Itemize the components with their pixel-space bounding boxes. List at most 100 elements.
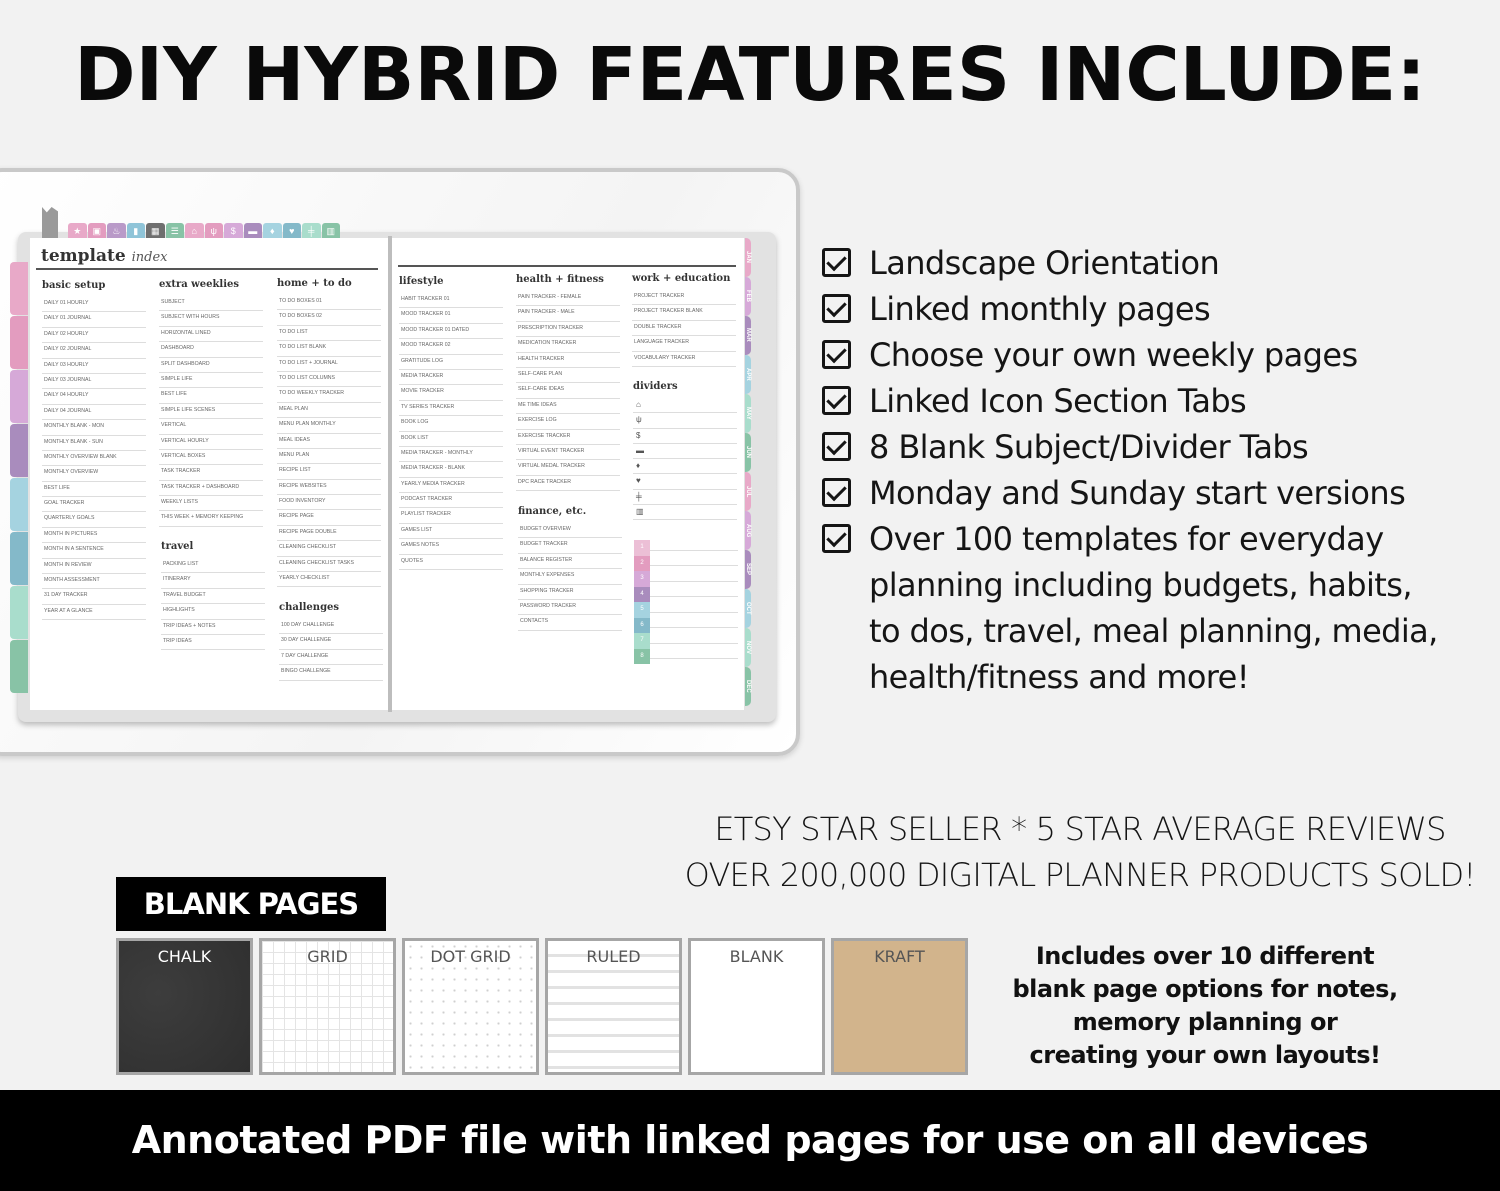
- numbered-divider-link[interactable]: 1: [634, 535, 738, 556]
- numbered-divider-link[interactable]: 6: [634, 613, 738, 633]
- tab-grid[interactable]: ▦: [146, 223, 165, 239]
- month-tab-nov[interactable]: NOV: [745, 628, 751, 667]
- template-link[interactable]: Media Tracker: [399, 370, 503, 386]
- template-link[interactable]: 100 Day Challenge: [279, 619, 383, 635]
- tab-dollar[interactable]: $: [224, 223, 243, 239]
- numbered-divider-link[interactable]: 8: [634, 644, 738, 664]
- divider-link[interactable]: ♦: [633, 459, 737, 475]
- tab-heart[interactable]: ♥: [282, 223, 301, 239]
- template-link[interactable]: This Week + Memory Keeping: [159, 511, 263, 527]
- template-link[interactable]: Month Assessment: [42, 574, 146, 590]
- template-link[interactable]: 30 Day Challenge: [279, 634, 383, 650]
- tab-books[interactable]: ▥: [321, 223, 340, 239]
- template-link[interactable]: Mood Tracker 02: [399, 339, 503, 355]
- template-link[interactable]: Vertical Hourly: [159, 435, 263, 450]
- template-link[interactable]: TV Series Tracker: [399, 401, 503, 417]
- template-link[interactable]: DPC Race Tracker: [516, 476, 620, 492]
- tab-bookmark[interactable]: ▮: [126, 223, 145, 239]
- side-tab[interactable]: [10, 478, 28, 531]
- template-link[interactable]: Menu Plan Monthly: [277, 418, 381, 434]
- template-link[interactable]: Double Tracker: [632, 321, 736, 337]
- side-tab[interactable]: [10, 316, 28, 369]
- tab-star[interactable]: ★: [68, 223, 87, 239]
- template-link[interactable]: Cleaning Checklist Tasks: [277, 557, 381, 573]
- template-link[interactable]: Book Log: [399, 416, 503, 432]
- template-link[interactable]: Contacts: [518, 615, 622, 631]
- template-link[interactable]: Pain Tracker - Male: [516, 306, 620, 322]
- divider-link[interactable]: ▬: [633, 444, 737, 460]
- numbered-divider-link[interactable]: 7: [634, 628, 738, 649]
- template-link[interactable]: Trip Ideas: [161, 635, 265, 651]
- template-link[interactable]: Food Inventory: [277, 495, 381, 511]
- template-link[interactable]: Dashboard: [159, 342, 263, 358]
- tab-calendar[interactable]: ▣: [87, 223, 106, 239]
- side-tab[interactable]: [10, 424, 28, 477]
- template-link[interactable]: 7 Day Challenge: [279, 650, 383, 666]
- template-link[interactable]: To Do Weekly Tracker: [277, 387, 381, 403]
- side-tab[interactable]: [10, 586, 28, 639]
- template-link[interactable]: Prescription Tracker: [516, 322, 620, 338]
- template-link[interactable]: Month in Pictures: [42, 528, 146, 544]
- template-link[interactable]: Best Life: [159, 388, 263, 404]
- template-link[interactable]: To Do Boxes 02: [277, 310, 381, 326]
- month-tab-oct[interactable]: OCT: [745, 589, 751, 628]
- template-link[interactable]: Games Notes: [399, 539, 503, 555]
- template-link[interactable]: Subject: [159, 296, 263, 312]
- template-link[interactable]: Trip Ideas + Notes: [161, 620, 265, 635]
- template-link[interactable]: Month in a Sentence: [42, 543, 146, 559]
- template-link[interactable]: Podcast Tracker: [399, 493, 503, 509]
- template-link[interactable]: Cleaning Checklist: [277, 541, 381, 557]
- month-tab-apr[interactable]: APR: [745, 355, 751, 394]
- template-link[interactable]: Daily 02 Hourly: [42, 328, 146, 344]
- tab-cake[interactable]: ♨: [107, 223, 126, 239]
- template-link[interactable]: Media Tracker - Monthly: [399, 447, 503, 463]
- template-link[interactable]: Recipe Page: [277, 510, 381, 526]
- template-link[interactable]: Medication Tracker: [516, 337, 620, 353]
- divider-link[interactable]: $: [633, 429, 737, 444]
- numbered-divider-link[interactable]: 3: [634, 566, 738, 587]
- tab-folder[interactable]: ▬: [243, 223, 262, 239]
- divider-link[interactable]: ⌂: [633, 398, 737, 414]
- template-link[interactable]: Simple Life: [159, 373, 263, 389]
- template-link[interactable]: Habit Tracker 01: [399, 293, 503, 309]
- month-tab-dec[interactable]: DEC: [745, 667, 751, 706]
- template-link[interactable]: Playlist Tracker: [399, 508, 503, 524]
- template-link[interactable]: Recipe Page Double: [277, 526, 381, 542]
- template-link[interactable]: Monthly Expenses: [518, 569, 622, 585]
- template-link[interactable]: Weekly Lists: [159, 496, 263, 512]
- month-tab-jul[interactable]: JUL: [745, 472, 751, 511]
- template-link[interactable]: Meal Plan: [277, 403, 381, 419]
- template-link[interactable]: Budget Tracker: [518, 538, 622, 554]
- template-link[interactable]: Games List: [399, 524, 503, 540]
- template-link[interactable]: Daily 01 Journal: [42, 312, 146, 328]
- template-link[interactable]: Daily 03 Hourly: [42, 359, 146, 374]
- template-link[interactable]: Virtual Event Tracker: [516, 445, 620, 461]
- template-link[interactable]: Movie Tracker: [399, 385, 503, 401]
- template-link[interactable]: Virtual Medal Tracker: [516, 460, 620, 476]
- template-link[interactable]: Daily 01 Hourly: [42, 297, 146, 313]
- template-link[interactable]: Month in Review: [42, 559, 146, 575]
- template-link[interactable]: Simple Life Scenes: [159, 404, 263, 420]
- template-link[interactable]: Bingo Challenge: [279, 665, 383, 681]
- template-link[interactable]: Exercise Tracker: [516, 430, 620, 445]
- template-link[interactable]: Year at a Glance: [42, 605, 146, 621]
- month-tab-may[interactable]: MAY: [745, 394, 751, 433]
- template-link[interactable]: Language Tracker: [632, 336, 736, 352]
- template-link[interactable]: Subject with Hours: [159, 311, 263, 327]
- template-link[interactable]: Balance Register: [518, 554, 622, 570]
- template-link[interactable]: Quotes: [399, 555, 503, 571]
- template-link[interactable]: To Do List Blank: [277, 341, 381, 357]
- numbered-divider-link[interactable]: 4: [634, 582, 738, 602]
- template-link[interactable]: Best Life: [42, 482, 146, 498]
- template-link[interactable]: Travel Budget: [161, 589, 265, 605]
- template-link[interactable]: Daily 03 Journal: [42, 374, 146, 390]
- template-link[interactable]: Recipe Websites: [277, 480, 381, 496]
- divider-link[interactable]: ♥: [633, 474, 737, 490]
- template-link[interactable]: Monthly Blank - Mon: [42, 420, 146, 436]
- template-link[interactable]: Itinerary: [161, 573, 265, 589]
- template-link[interactable]: Menu Plan: [277, 449, 381, 465]
- template-link[interactable]: Split Dashboard: [159, 358, 263, 373]
- template-link[interactable]: Monthly Overview: [42, 466, 146, 482]
- template-link[interactable]: Exercise Log: [516, 414, 620, 430]
- template-link[interactable]: Yearly Media Tracker: [399, 478, 503, 494]
